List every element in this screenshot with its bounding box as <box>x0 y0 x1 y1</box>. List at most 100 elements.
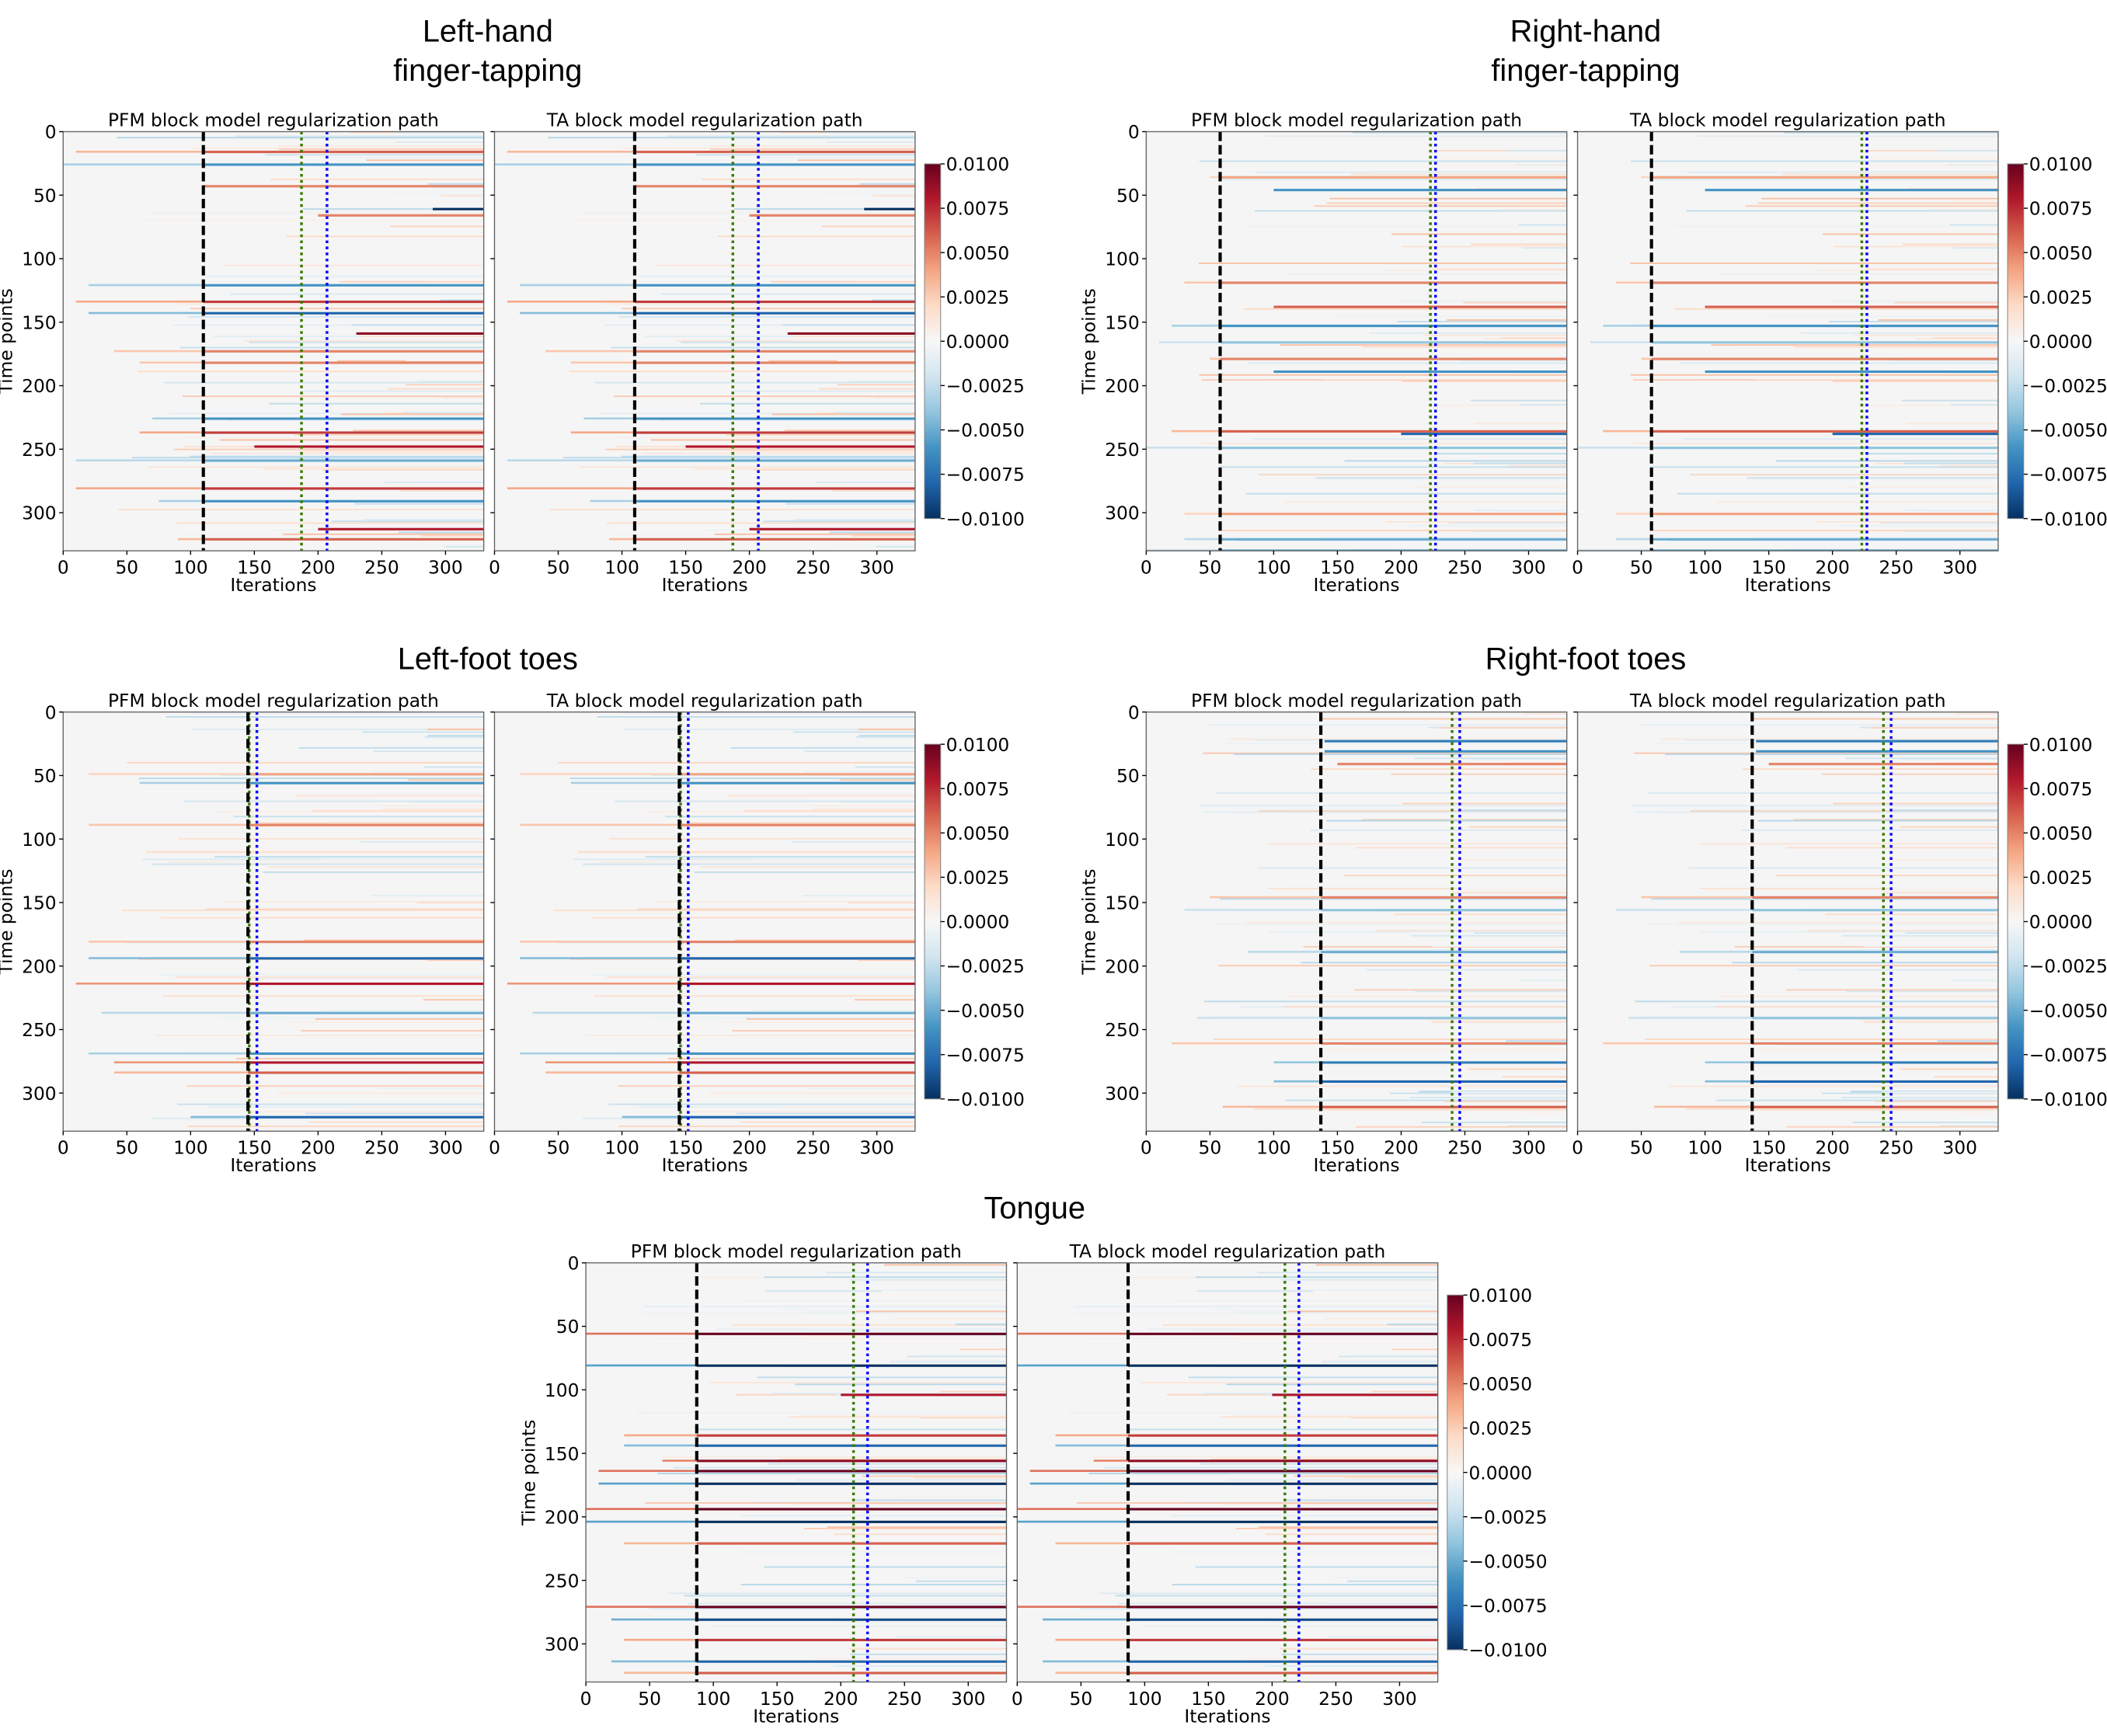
heatmap-faint-stripe <box>302 208 484 210</box>
heatmap-faint-stripe <box>1754 1108 1998 1111</box>
heatmap-faint-stripe <box>1700 931 1998 933</box>
heatmap-faint-stripe <box>743 809 915 812</box>
heatmap-faint-stripe <box>804 750 915 753</box>
heatmap-faint-stripe <box>1280 1279 1438 1281</box>
heatmap-faint-stripe <box>837 384 915 386</box>
heatmap-faint-stripe <box>618 315 915 318</box>
colorbar-tick-label: 0.0050 <box>1468 1373 1532 1395</box>
heatmap-faint-stripe <box>1350 173 1567 176</box>
heatmap-faint-stripe <box>190 455 484 457</box>
x-tick-label: 150 <box>760 1688 795 1710</box>
heatmap-faint-stripe <box>862 1475 1007 1477</box>
colorbar-tick-label: 0.0000 <box>1468 1462 1532 1484</box>
heatmap-stripe <box>190 1115 249 1118</box>
colorbar: 0.0100 0.0075 0.0050 0.0025 0.0000 −0.0025 −0.… <box>2007 734 2107 1110</box>
axes-frame <box>1145 130 1568 551</box>
heatmap-faint-stripe <box>734 939 915 941</box>
heatmap-faint-stripe <box>366 159 484 162</box>
heatmap-faint-stripe <box>681 1111 915 1113</box>
heatmap-stripe <box>1401 433 1567 436</box>
heatmap-faint-stripe <box>1287 879 1567 882</box>
heatmap-stripe <box>507 982 680 985</box>
x-tick-label: 100 <box>1687 1137 1722 1159</box>
heatmap-faint-stripe <box>1842 934 1998 937</box>
heatmap-faint-stripe <box>700 402 915 405</box>
heatmap-faint-stripe <box>848 1647 1007 1650</box>
heatmap-faint-stripe <box>175 252 484 254</box>
heatmap-faint-stripe <box>884 1264 1007 1266</box>
heatmap-faint-stripe <box>1220 1416 1438 1418</box>
heatmap-stripe <box>696 1606 1007 1609</box>
heatmap-faint-stripe <box>1940 464 1998 467</box>
heatmap-faint-stripe <box>1257 867 1567 869</box>
heatmap-stripe <box>1043 1618 1129 1621</box>
x-tick-label: 150 <box>1320 557 1355 579</box>
colorbar-tick-label: −0.0050 <box>946 1000 1025 1021</box>
heatmap-faint-stripe <box>872 194 915 197</box>
heatmap-faint-stripe <box>1338 1355 1438 1358</box>
heatmap-faint-stripe <box>688 977 915 979</box>
heatmap-faint-stripe <box>1471 243 1567 245</box>
heatmap-stripe <box>1768 763 1998 766</box>
heatmap-stripe <box>1705 1061 1753 1063</box>
group-title: finger-tapping <box>393 54 582 88</box>
heatmap-faint-stripe <box>299 450 484 452</box>
heatmap-faint-stripe <box>332 520 484 523</box>
heatmap-faint-stripe <box>211 452 484 454</box>
heatmap-stripe <box>1651 341 1998 344</box>
heatmap-faint-stripe <box>1475 423 1567 425</box>
y-tick-label: 300 <box>22 1083 57 1105</box>
heatmap-faint-stripe <box>186 1085 484 1087</box>
heatmap-stripe <box>89 1052 249 1055</box>
heatmap-faint-stripe <box>667 1057 915 1059</box>
heatmap-faint-stripe <box>1321 718 1567 720</box>
heatmap-faint-stripe <box>1313 1290 1438 1292</box>
heatmap-faint-stripe <box>1233 753 1567 756</box>
figure-group-2: Left-foot toes PFM block model regulariza… <box>0 642 1025 1176</box>
heatmap-faint-stripe <box>1732 962 1998 964</box>
heatmap-faint-stripe <box>664 816 915 818</box>
heatmap-stripe <box>1017 1364 1129 1367</box>
heatmap-stripe <box>1128 1638 1438 1641</box>
x-tick-label: 50 <box>1630 1137 1653 1159</box>
heatmap-faint-stripe <box>781 1106 915 1108</box>
heatmap-faint-stripe <box>229 293 484 295</box>
heatmap-faint-stripe <box>371 895 484 897</box>
heatmap-faint-stripe <box>1177 1465 1438 1467</box>
heatmap-faint-stripe <box>1900 826 1998 828</box>
heatmap-faint-stripe <box>1218 466 1567 468</box>
heatmap-stripe <box>89 311 204 315</box>
x-tick-label: 150 <box>668 1137 703 1159</box>
heatmap-faint-stripe <box>175 303 484 305</box>
heatmap-faint-stripe <box>728 795 915 797</box>
heatmap-faint-stripe <box>148 466 484 468</box>
heatmap-stripe <box>1641 176 1652 179</box>
heatmap-faint-stripe <box>587 211 915 214</box>
heatmap-faint-stripe <box>646 856 915 858</box>
heatmap-faint-stripe <box>1686 210 1998 212</box>
heatmap-faint-stripe <box>1716 1099 1998 1101</box>
heatmap-stripe <box>1752 1080 1998 1084</box>
heatmap-faint-stripe <box>623 729 915 731</box>
heatmap-faint-stripe <box>572 850 915 852</box>
y-tick-label: 150 <box>1105 892 1140 914</box>
heatmap-faint-stripe <box>805 771 915 773</box>
heatmap-stripe <box>1337 763 1567 766</box>
heatmap-stripe <box>1055 1542 1129 1545</box>
heatmap-faint-stripe <box>249 826 484 828</box>
heatmap-faint-stripe <box>1833 300 1998 302</box>
heatmap-faint-stripe <box>771 1393 1007 1395</box>
heatmap-stripe <box>1273 1080 1322 1083</box>
heatmap-faint-stripe <box>1174 1299 1438 1302</box>
panel-title: PFM block model regularization path <box>631 1240 962 1262</box>
heatmap-faint-stripe <box>378 1054 484 1056</box>
heatmap-faint-stripe <box>1285 1099 1567 1101</box>
heatmap-faint-stripe <box>1757 202 1998 204</box>
heatmap-faint-stripe <box>558 762 915 764</box>
heatmap-faint-stripe <box>1264 1665 1438 1667</box>
heatmap-faint-stripe <box>1437 453 1567 455</box>
heatmap-faint-stripe <box>294 433 484 436</box>
heatmap-faint-stripe <box>1944 1041 1998 1043</box>
y-tick-label: 250 <box>1105 1019 1140 1041</box>
heatmap-faint-stripe <box>852 534 915 537</box>
